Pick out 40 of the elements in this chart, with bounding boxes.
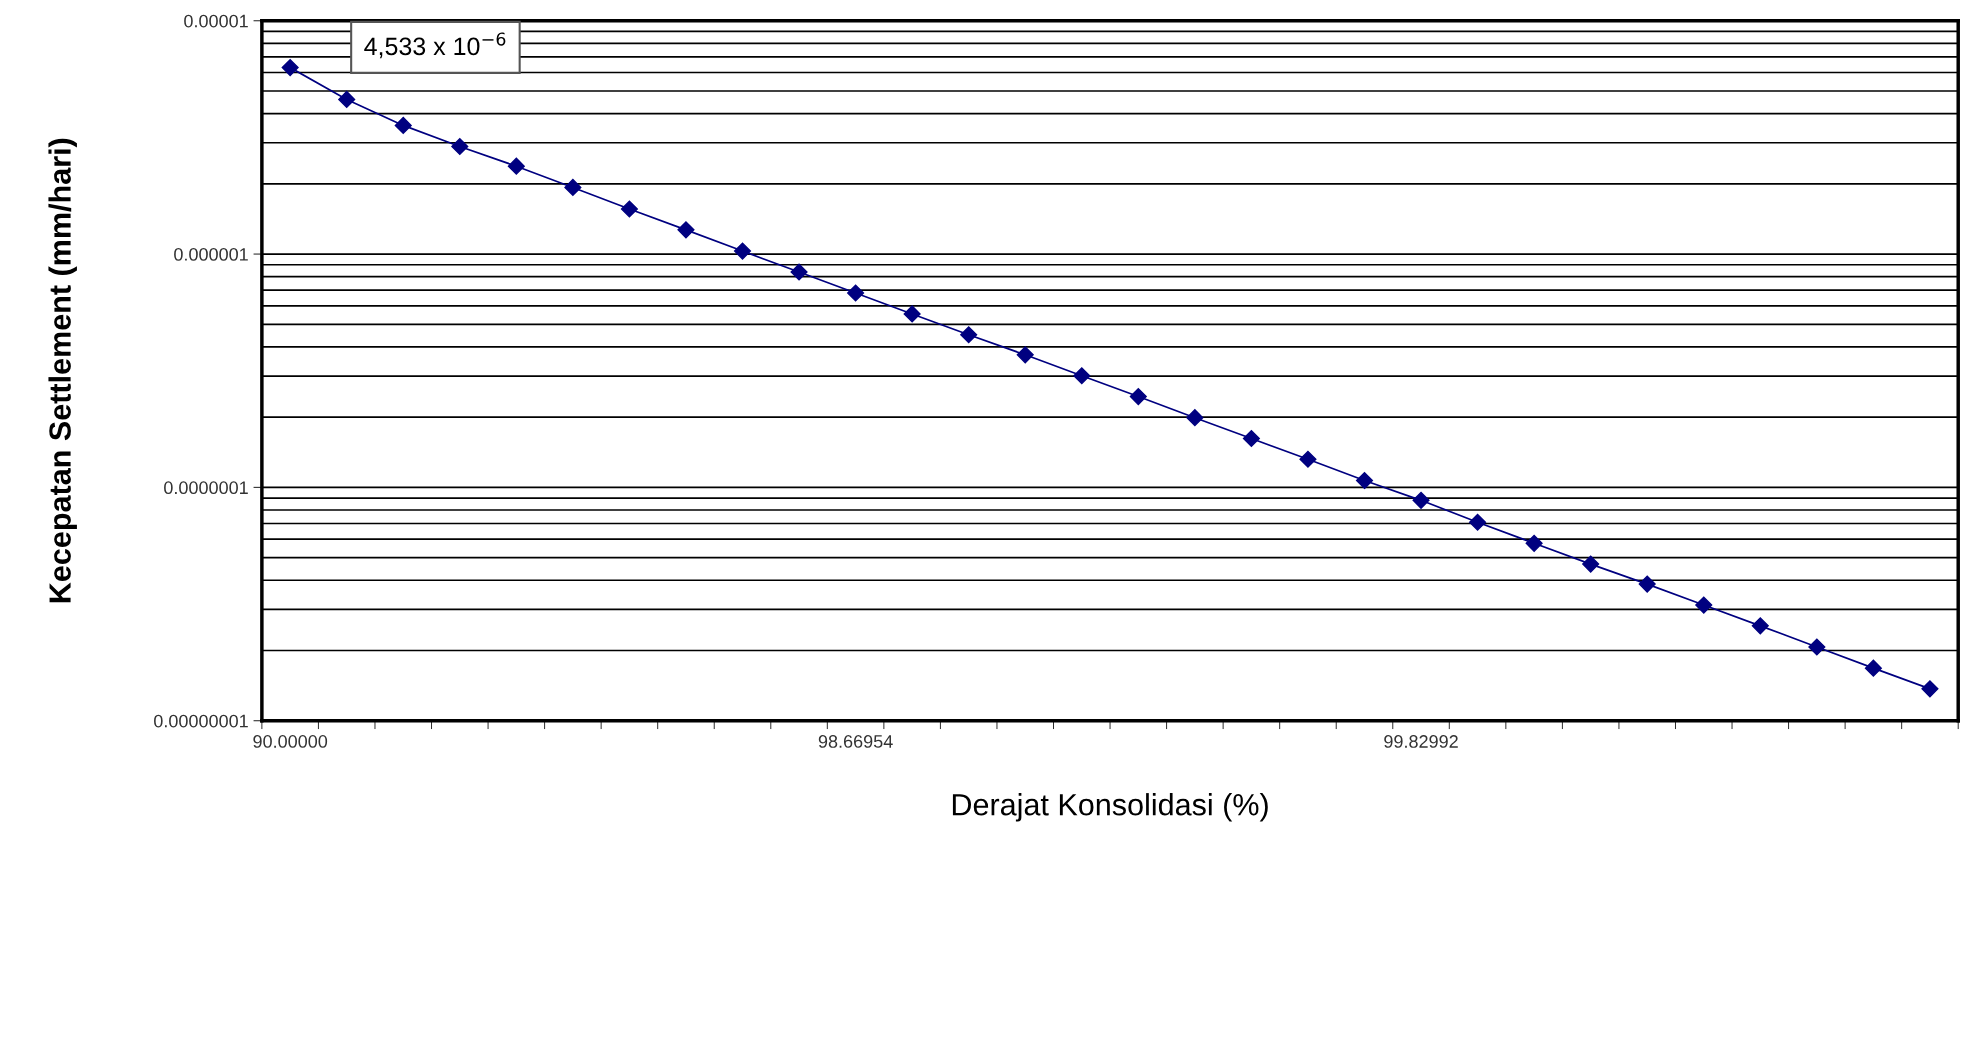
- point: [1129, 388, 1147, 406]
- point: [1073, 367, 1091, 385]
- point: [1299, 450, 1317, 468]
- y-tick-label: 0.0000001: [164, 481, 248, 495]
- point: [1921, 680, 1939, 698]
- point: [1016, 346, 1034, 364]
- point: [1469, 513, 1487, 531]
- point: [564, 178, 582, 196]
- point: [1242, 429, 1260, 448]
- point: [1864, 659, 1882, 677]
- point: [903, 305, 921, 323]
- point: [1525, 534, 1543, 552]
- point: [507, 157, 525, 175]
- point: [1751, 617, 1769, 635]
- x-axis-title: Derajat Konsolidasi (%): [952, 793, 1268, 822]
- point: [677, 221, 695, 239]
- point: [960, 326, 978, 344]
- point: [1186, 409, 1204, 427]
- point: [1695, 596, 1713, 614]
- x-tick-label: 98.66954: [818, 735, 893, 748]
- point: [1582, 555, 1600, 573]
- point: [281, 59, 299, 77]
- x-tick-label: 99.82992: [1384, 735, 1458, 748]
- y-axis-title: Kecepatan Settlement (mm/hari): [48, 138, 77, 603]
- point: [394, 116, 412, 134]
- y-tick-label: 0.00001: [184, 14, 248, 28]
- point: [733, 242, 752, 260]
- annotation: 4,533 x 10$^{−6}$: [364, 32, 506, 59]
- point: [790, 263, 808, 281]
- point: [1808, 638, 1826, 656]
- point: [1355, 471, 1374, 490]
- point: [620, 200, 638, 218]
- point: [847, 284, 865, 302]
- x-tick-label: 90.00000: [253, 735, 328, 748]
- point: [1638, 575, 1656, 593]
- y-tick-label: 0.000001: [174, 248, 248, 261]
- y-tick-label: 0.00000001: [154, 714, 248, 728]
- point: [1412, 491, 1430, 509]
- point: [451, 137, 469, 156]
- point: [338, 90, 356, 108]
